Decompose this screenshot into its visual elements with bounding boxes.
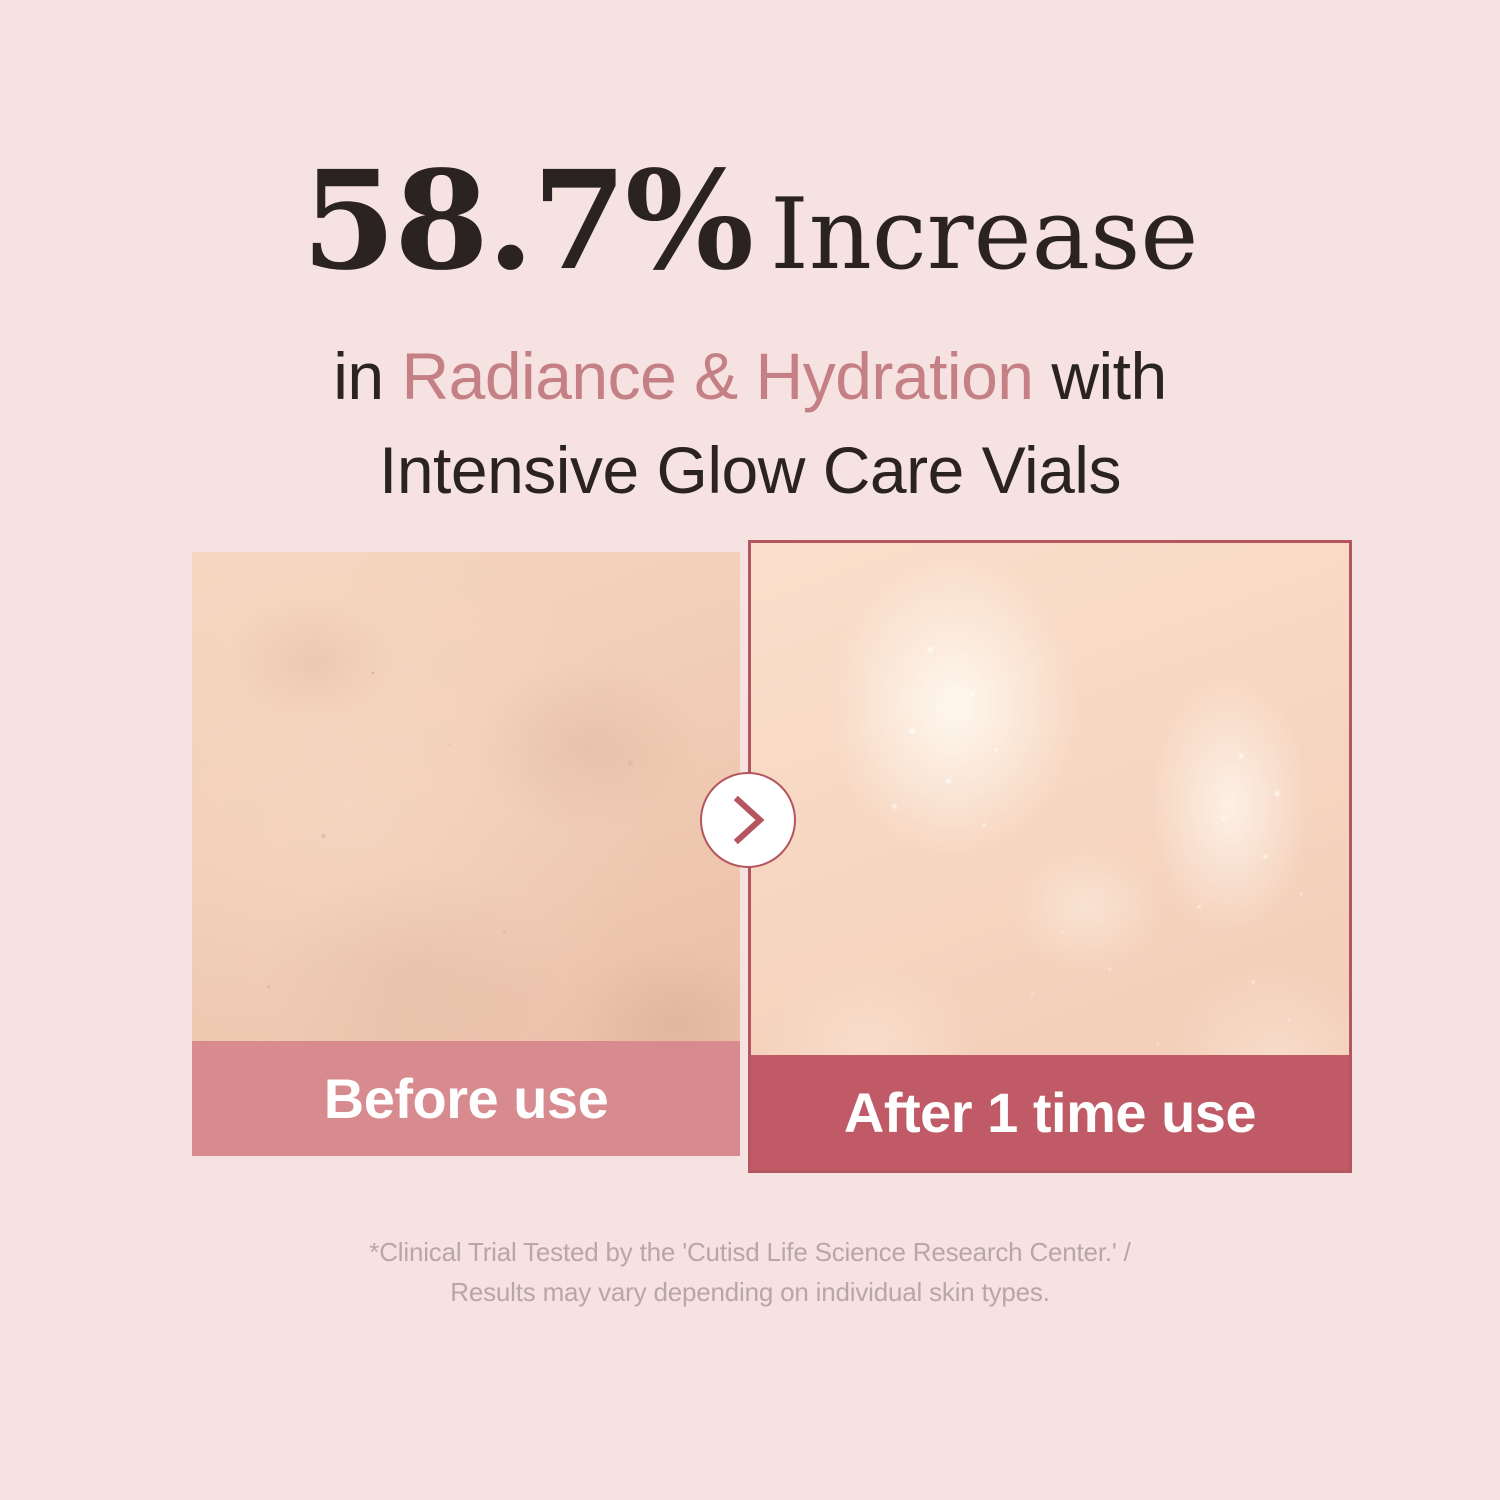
headline-percent: 58.7% bbox=[301, 141, 754, 301]
before-after-comparison: Before use After 1 time use bbox=[192, 540, 1354, 1180]
subheadline-suffix: with bbox=[1033, 339, 1167, 413]
subheadline-prefix: in bbox=[333, 339, 402, 413]
after-panel: After 1 time use bbox=[748, 540, 1352, 1173]
footnote-line-2: Results may vary depending on individual… bbox=[450, 1277, 1050, 1308]
before-label-band: Before use bbox=[192, 1041, 740, 1156]
page-title: 58.7% Increase bbox=[0, 150, 1500, 293]
after-label-band: After 1 time use bbox=[751, 1055, 1349, 1170]
footnote-block: *Clinical Trial Tested by the 'Cutisd Li… bbox=[0, 1232, 1500, 1313]
headline-block: 58.7% Increase bbox=[0, 150, 1500, 293]
subheadline-line-1: in Radiance & Hydration with bbox=[0, 330, 1500, 424]
chevron-right-icon bbox=[700, 772, 796, 868]
headline-word: Increase bbox=[770, 178, 1199, 292]
before-panel: Before use bbox=[192, 552, 740, 1156]
subheadline-accent: Radiance & Hydration bbox=[401, 339, 1034, 413]
after-label: After 1 time use bbox=[843, 1080, 1257, 1144]
footnote-line-1: *Clinical Trial Tested by the 'Cutisd Li… bbox=[369, 1237, 1131, 1267]
subheadline-block: in Radiance & Hydration with Intensive G… bbox=[0, 330, 1500, 517]
before-label: Before use bbox=[323, 1066, 609, 1130]
subheadline-line-2: Intensive Glow Care Vials bbox=[379, 432, 1121, 507]
